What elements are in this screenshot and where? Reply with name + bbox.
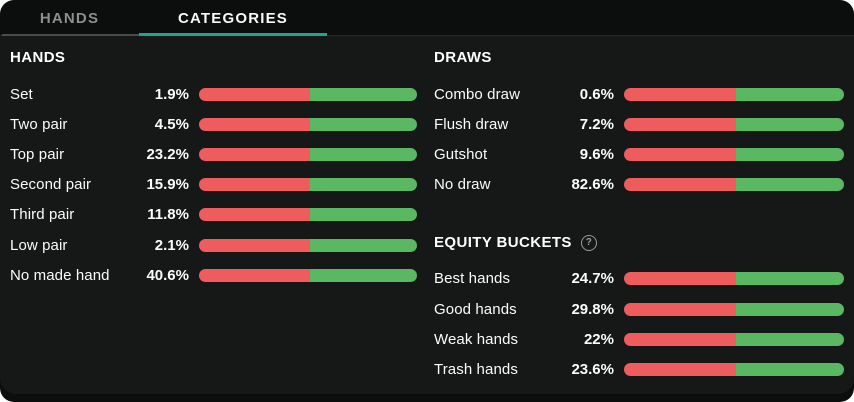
hands-section: HANDS Set 1.9% Two pair 4.5% Top pair (10, 49, 417, 290)
category-bar (624, 362, 844, 376)
stat-value: 15.9% (146, 176, 189, 194)
category-bar (624, 87, 844, 101)
stat-row-flush-draw: Flush draw 7.2% (434, 109, 844, 139)
stat-value: 23.6% (571, 360, 614, 378)
stat-row-trash-hands: Trash hands 23.6% (434, 354, 844, 384)
category-bar (624, 332, 844, 346)
tab-categories[interactable]: CATEGORIES (139, 0, 327, 36)
category-bar (199, 238, 417, 252)
category-bar (624, 272, 844, 286)
stats-content: HANDS Set 1.9% Two pair 4.5% Top pair (0, 36, 854, 394)
stat-value: 7.2% (579, 115, 614, 133)
stat-row-combo-draw: Combo draw 0.6% (434, 79, 844, 109)
stat-value: 1.9% (154, 85, 189, 103)
stat-label: No draw (434, 176, 491, 194)
category-bar (199, 178, 417, 192)
category-bar (199, 87, 417, 101)
stat-label: Good hands (434, 300, 517, 318)
category-bar (199, 147, 417, 161)
stat-row-gutshot: Gutshot 9.6% (434, 139, 844, 169)
equity-buckets-section: EQUITY BUCKETS ? Best hands 24.7% Good h… (434, 234, 844, 385)
stat-row-third-pair: Third pair 11.8% (10, 200, 417, 230)
stat-label: Third pair (10, 206, 75, 224)
hands-column: HANDS Set 1.9% Two pair 4.5% Top pair (10, 46, 417, 384)
stat-row-no-made-hand: No made hand 40.6% (10, 260, 417, 290)
stat-value: 4.5% (154, 115, 189, 133)
hands-section-title: HANDS (10, 49, 66, 66)
draws-section-title: DRAWS (434, 49, 492, 66)
category-bar (199, 208, 417, 222)
stat-label: Second pair (10, 176, 92, 194)
stat-value: 29.8% (571, 300, 614, 318)
stat-value: 24.7% (571, 270, 614, 288)
stat-row-low-pair: Low pair 2.1% (10, 230, 417, 260)
stat-value: 40.6% (146, 266, 189, 284)
stat-row-second-pair: Second pair 15.9% (10, 170, 417, 200)
tab-hands[interactable]: HANDS (0, 0, 139, 36)
stat-row-no-draw: No draw 82.6% (434, 170, 844, 200)
draws-equity-column: DRAWS Combo draw 0.6% Flush draw 7.2% Gu… (434, 46, 844, 384)
stat-value: 2.1% (154, 236, 189, 254)
stat-row-best-hands: Best hands 24.7% (434, 264, 844, 294)
stat-row-weak-hands: Weak hands 22% (434, 324, 844, 354)
stat-row-set: Set 1.9% (10, 79, 417, 109)
category-bar (624, 302, 844, 316)
stat-label: Combo draw (434, 85, 521, 103)
stat-row-two-pair: Two pair 4.5% (10, 109, 417, 139)
tab-hands-label: HANDS (39, 9, 100, 27)
stat-value: 9.6% (579, 145, 614, 163)
stat-label: No made hand (10, 266, 110, 284)
stat-label: Low pair (10, 236, 68, 254)
category-bar (624, 147, 844, 161)
stat-label: Two pair (10, 115, 68, 133)
tab-categories-label: CATEGORIES (177, 9, 289, 27)
question-circle-icon[interactable]: ? (580, 234, 597, 251)
stat-label: Trash hands (434, 360, 518, 378)
category-bar (199, 117, 417, 131)
category-bar (624, 178, 844, 192)
stat-label: Flush draw (434, 115, 509, 133)
stat-value: 22% (583, 330, 614, 348)
stat-label: Weak hands (434, 330, 519, 348)
stat-value: 0.6% (579, 85, 614, 103)
category-bar (199, 268, 417, 282)
stat-row-top-pair: Top pair 23.2% (10, 139, 417, 169)
stat-label: Gutshot (434, 145, 488, 163)
stat-value: 11.8% (147, 206, 189, 224)
stat-label: Best hands (434, 270, 511, 288)
equity-buckets-section-title: EQUITY BUCKETS (434, 233, 572, 251)
category-bar (624, 117, 844, 131)
tab-bar: HANDS CATEGORIES (0, 0, 854, 36)
stat-value: 82.6% (571, 176, 614, 194)
draws-section: DRAWS Combo draw 0.6% Flush draw 7.2% Gu… (434, 49, 844, 200)
stat-row-good-hands: Good hands 29.8% (434, 294, 844, 324)
stat-label: Set (10, 85, 33, 103)
stat-value: 23.2% (146, 145, 189, 163)
stat-label: Top pair (10, 145, 65, 163)
